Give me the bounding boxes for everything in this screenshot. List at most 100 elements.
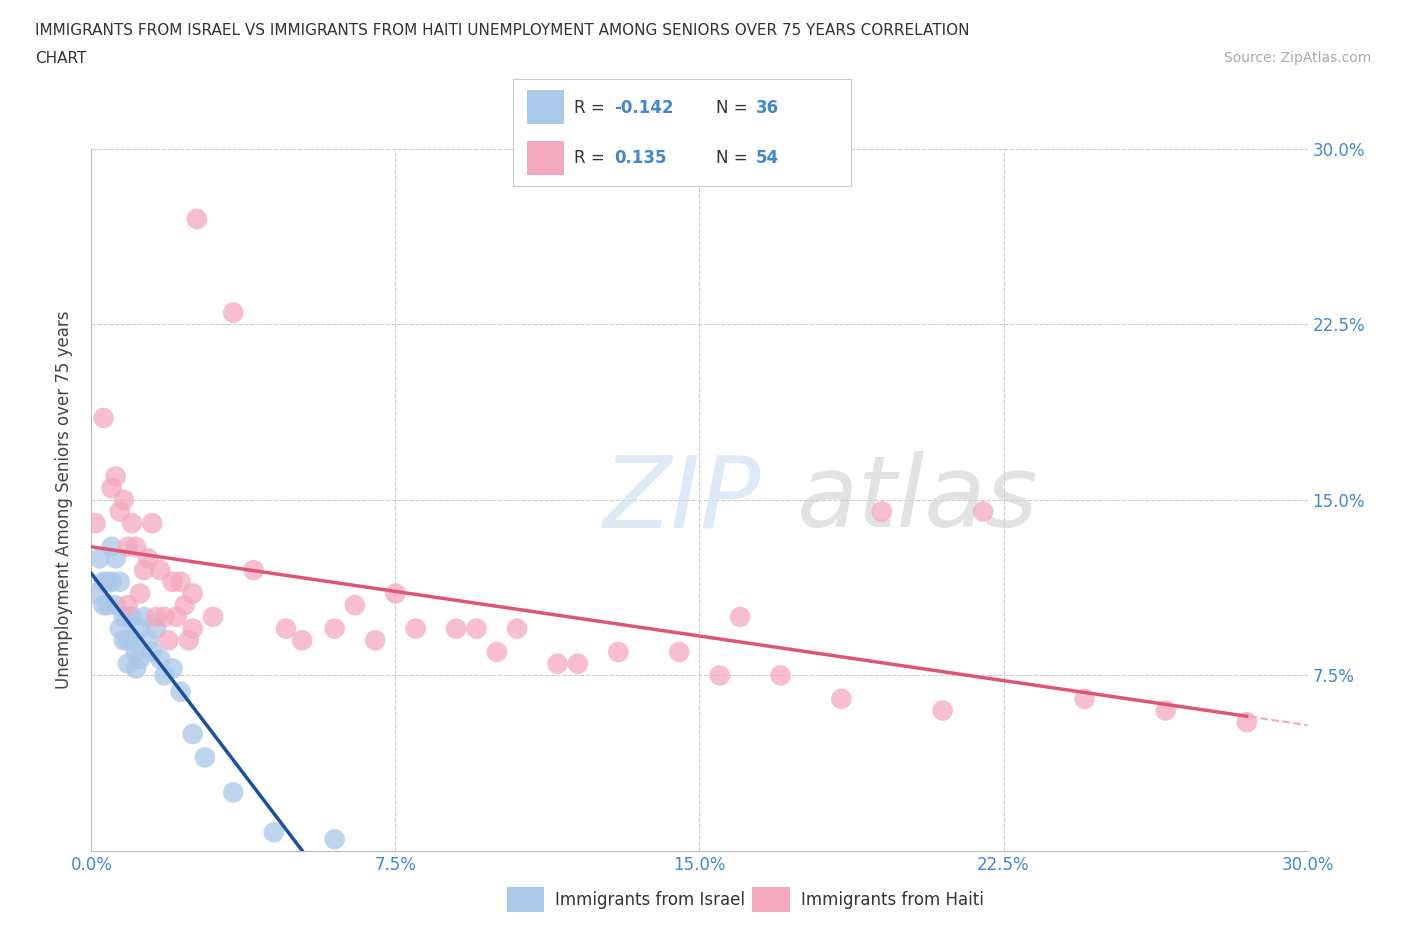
Point — [181, 621, 204, 636]
Text: R =: R = — [574, 99, 610, 117]
Point — [145, 609, 167, 624]
Point — [141, 644, 163, 659]
Point — [112, 609, 135, 624]
Point — [108, 621, 131, 636]
Point — [830, 691, 852, 706]
Text: N =: N = — [716, 99, 752, 117]
Point — [121, 609, 143, 624]
Point — [607, 644, 630, 659]
Point — [100, 575, 122, 590]
Point — [166, 609, 188, 624]
Text: R =: R = — [574, 149, 616, 167]
Point — [405, 621, 427, 636]
Point — [145, 621, 167, 636]
Point — [157, 633, 180, 648]
Point — [117, 633, 139, 648]
Point — [173, 598, 195, 613]
Point — [153, 668, 176, 683]
Point — [194, 750, 217, 764]
Point — [181, 586, 204, 601]
Text: Source: ZipAtlas.com: Source: ZipAtlas.com — [1223, 51, 1371, 65]
Point — [104, 551, 127, 565]
Point — [117, 657, 139, 671]
Point — [444, 621, 467, 636]
Text: IMMIGRANTS FROM ISRAEL VS IMMIGRANTS FROM HAITI UNEMPLOYMENT AMONG SENIORS OVER : IMMIGRANTS FROM ISRAEL VS IMMIGRANTS FRO… — [35, 23, 970, 38]
Point — [181, 726, 204, 741]
Point — [149, 563, 172, 578]
Point — [100, 481, 122, 496]
Point — [870, 504, 893, 519]
Point — [153, 609, 176, 624]
Point — [84, 516, 107, 531]
Point — [709, 668, 731, 683]
Point — [162, 575, 184, 590]
Point — [108, 504, 131, 519]
Point — [274, 621, 297, 636]
Point — [485, 644, 508, 659]
Text: -0.142: -0.142 — [614, 99, 673, 117]
Point — [104, 469, 127, 484]
Point — [162, 661, 184, 676]
Point — [384, 586, 406, 601]
Text: 36: 36 — [756, 99, 779, 117]
Text: 0.135: 0.135 — [614, 149, 666, 167]
Point — [129, 652, 152, 667]
Point — [141, 516, 163, 531]
Point — [169, 684, 191, 699]
Point — [931, 703, 953, 718]
Point — [125, 539, 148, 554]
Point — [169, 575, 191, 590]
Point — [121, 516, 143, 531]
Point — [108, 575, 131, 590]
Point — [117, 609, 139, 624]
Bar — [506, 887, 544, 912]
Point — [1073, 691, 1095, 706]
Point — [1236, 715, 1258, 730]
Point — [364, 633, 387, 648]
Point — [343, 598, 366, 613]
Point — [112, 633, 135, 648]
Point — [93, 575, 115, 590]
Text: CHART: CHART — [35, 51, 87, 66]
Text: Immigrants from Israel: Immigrants from Israel — [555, 891, 745, 909]
Point — [291, 633, 314, 648]
Point — [242, 563, 264, 578]
Point — [222, 305, 245, 320]
Point — [84, 586, 107, 601]
Point — [104, 598, 127, 613]
Point — [263, 825, 285, 840]
Point — [125, 661, 148, 676]
Point — [769, 668, 792, 683]
Point — [136, 551, 159, 565]
Point — [1154, 703, 1177, 718]
Point — [129, 586, 152, 601]
Point — [93, 410, 115, 425]
Point — [129, 621, 152, 636]
Point — [93, 598, 115, 613]
Point — [89, 551, 111, 565]
Point — [149, 652, 172, 667]
Point — [186, 212, 208, 227]
Point — [506, 621, 529, 636]
Point — [323, 831, 346, 846]
Point — [567, 657, 589, 671]
Point — [121, 633, 143, 648]
Point — [465, 621, 488, 636]
Point — [222, 785, 245, 800]
Point — [125, 644, 148, 659]
Point — [668, 644, 690, 659]
Bar — [527, 141, 564, 175]
Bar — [527, 89, 564, 124]
Bar — [752, 887, 790, 912]
Text: N =: N = — [716, 149, 752, 167]
Y-axis label: Unemployment Among Seniors over 75 years: Unemployment Among Seniors over 75 years — [55, 311, 73, 689]
Text: ZIP: ZIP — [602, 451, 761, 549]
Point — [177, 633, 200, 648]
Text: atlas: atlas — [797, 451, 1039, 549]
Point — [117, 598, 139, 613]
Point — [97, 598, 120, 613]
Point — [117, 539, 139, 554]
Point — [100, 539, 122, 554]
Text: 54: 54 — [756, 149, 779, 167]
Point — [323, 621, 346, 636]
